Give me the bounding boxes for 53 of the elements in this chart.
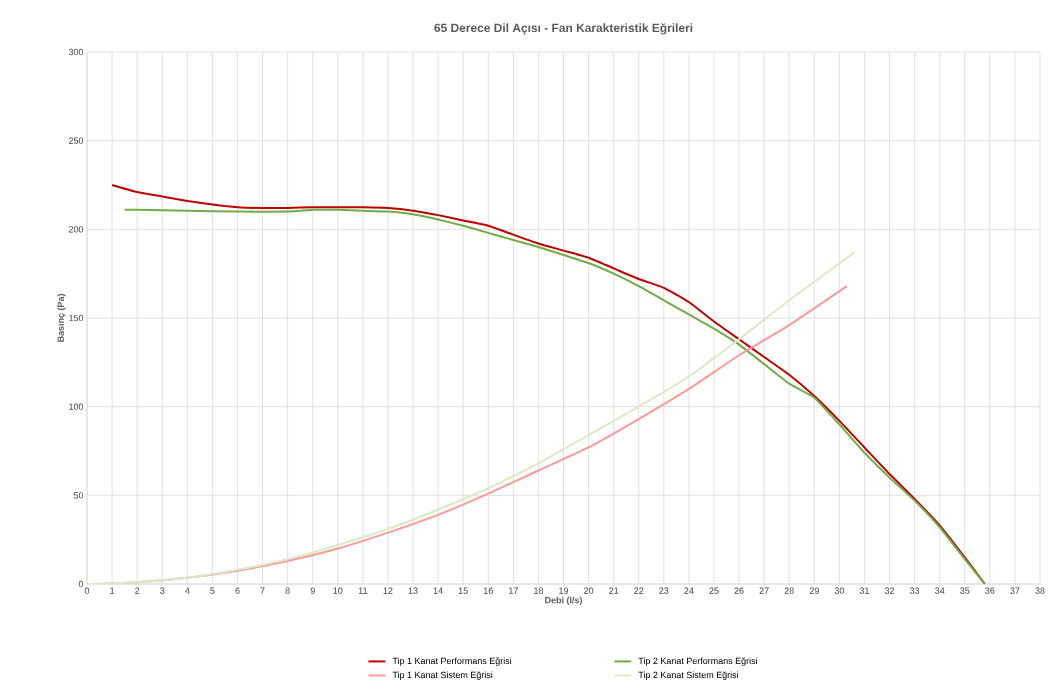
- x-tick-label: 24: [684, 587, 694, 594]
- x-tick-label: 38: [1035, 587, 1045, 594]
- x-tick-label: 6: [235, 587, 240, 594]
- x-tick-label: 17: [509, 587, 518, 594]
- x-tick-label: 21: [609, 587, 619, 594]
- x-tick-label: 10: [333, 587, 343, 594]
- x-tick-label: 33: [909, 587, 920, 594]
- x-tick-label: 29: [809, 587, 819, 594]
- x-tick-label: 31: [859, 587, 869, 594]
- x-tick-label: 28: [784, 587, 794, 594]
- x-tick-label: 16: [483, 587, 493, 594]
- x-tick-label: 26: [734, 587, 744, 594]
- x-tick-label: 14: [433, 587, 443, 594]
- x-tick-label: 25: [709, 587, 719, 594]
- x-tick-label: 13: [408, 587, 418, 594]
- x-tick-label: 2: [135, 587, 140, 594]
- x-tick-label: 22: [634, 587, 644, 594]
- x-tick-label: 30: [834, 587, 845, 594]
- x-tick-label: 23: [659, 587, 669, 594]
- x-tick-label: 32: [884, 587, 895, 594]
- legend-label: Tip 2 Kanat Performans Eğrisi: [638, 657, 757, 666]
- x-tick-label: 8: [285, 587, 290, 594]
- x-tick-label: 5: [210, 587, 215, 594]
- y-tick-label: 250: [68, 137, 84, 144]
- x-tick-label: 19: [559, 587, 569, 594]
- x-axis-title: Debi (l/s): [545, 596, 582, 606]
- x-tick-label: 27: [759, 587, 769, 594]
- x-tick-label: 0: [84, 587, 90, 594]
- y-tick-label: 200: [68, 226, 84, 233]
- x-tick-label: 3: [160, 587, 165, 594]
- legend-label: Tip 1 Kanat Performans Eğrisi: [392, 657, 512, 666]
- y-tick-label: 300: [68, 48, 84, 56]
- x-tick-label: 9: [310, 587, 315, 594]
- x-tick-label: 15: [458, 587, 468, 594]
- x-tick-label: 34: [935, 587, 945, 594]
- x-tick-label: 35: [960, 587, 970, 594]
- y-tick-label: 100: [69, 403, 84, 410]
- x-tick-label: 20: [584, 587, 594, 594]
- x-tick-label: 1: [110, 587, 115, 594]
- y-tick-label: 150: [69, 314, 84, 322]
- x-tick-label: 18: [534, 587, 544, 594]
- x-tick-label: 7: [260, 587, 265, 594]
- x-tick-label: 36: [985, 587, 995, 594]
- x-tick-label: 12: [383, 587, 393, 594]
- y-axis-title: Basınç (Pa): [57, 294, 66, 342]
- legend-label: Tip 2 Kanat Sistem Eğrisi: [638, 671, 739, 680]
- x-tick-label: 37: [1010, 587, 1020, 594]
- legend-label: Tip 1 Kanat Sistem Eğrisi: [392, 671, 493, 680]
- x-tick-label: 4: [185, 587, 190, 594]
- x-tick-label: 11: [358, 587, 368, 594]
- y-tick-label: 50: [73, 492, 84, 499]
- chart-title: 65 Derece Dil Açısı - Fan Karakteristik Eğrileri: [434, 23, 693, 35]
- y-tick-label: 0: [78, 580, 84, 588]
